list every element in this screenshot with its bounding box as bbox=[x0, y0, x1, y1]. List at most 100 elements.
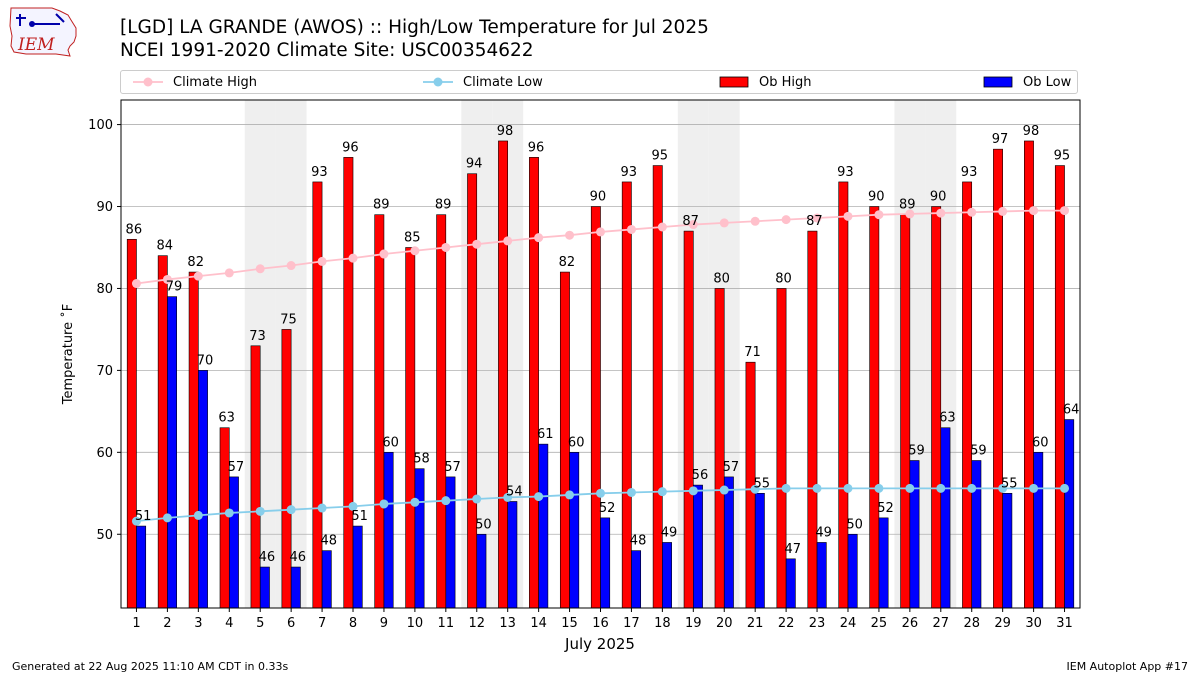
bar-ob-low-14 bbox=[538, 443, 549, 609]
label-ob-high-25: 90 bbox=[868, 190, 885, 205]
legend-swatch-climate-low bbox=[423, 77, 453, 87]
point-climate-high-1 bbox=[131, 279, 141, 289]
x-tick-label-13: 13 bbox=[499, 616, 516, 631]
point-climate-high-31 bbox=[1060, 206, 1070, 216]
bar-ob-low-10 bbox=[414, 468, 425, 609]
label-ob-high-3: 82 bbox=[187, 255, 204, 270]
y-tick-label-50: 50 bbox=[96, 528, 113, 543]
label-ob-high-20: 80 bbox=[713, 271, 730, 286]
bar-ob-low-19 bbox=[693, 484, 703, 609]
bar-ob-high-24 bbox=[838, 181, 849, 609]
label-ob-high-13: 98 bbox=[497, 124, 514, 139]
x-tick-label-27: 27 bbox=[933, 616, 950, 631]
point-climate-low-11 bbox=[441, 496, 451, 506]
label-ob-low-7: 48 bbox=[320, 534, 337, 549]
label-ob-low-19: 56 bbox=[692, 468, 709, 483]
bar-ob-low-18 bbox=[662, 542, 672, 609]
bar-ob-high-19 bbox=[683, 230, 694, 609]
bar-ob-low-9 bbox=[383, 452, 394, 609]
point-climate-high-21 bbox=[750, 216, 760, 226]
point-climate-high-12 bbox=[472, 239, 482, 249]
point-climate-high-19 bbox=[688, 220, 698, 230]
label-ob-low-30: 60 bbox=[1032, 435, 1049, 450]
legend: Climate High Climate Low Ob High Ob Low bbox=[120, 70, 1078, 94]
x-tick-label-17: 17 bbox=[623, 616, 640, 631]
point-climate-low-5 bbox=[255, 506, 265, 516]
label-ob-high-26: 89 bbox=[899, 198, 916, 213]
bar-ob-high-4 bbox=[219, 427, 230, 609]
bar-ob-low-23 bbox=[816, 542, 827, 609]
x-tick-label-3: 3 bbox=[194, 616, 202, 631]
bar-ob-low-31 bbox=[1064, 419, 1075, 609]
label-ob-high-1: 86 bbox=[126, 222, 143, 237]
bar-ob-high-25 bbox=[869, 206, 880, 609]
label-ob-low-22: 47 bbox=[784, 542, 801, 557]
point-climate-low-2 bbox=[162, 513, 172, 523]
x-tick-label-14: 14 bbox=[530, 616, 547, 631]
point-climate-high-28 bbox=[967, 207, 977, 217]
bar-ob-high-3 bbox=[188, 271, 199, 609]
bar-ob-high-16 bbox=[590, 206, 601, 609]
point-climate-high-27 bbox=[936, 208, 946, 218]
y-axis-label: Temperature ˚F bbox=[60, 304, 76, 405]
point-climate-high-14 bbox=[534, 233, 544, 243]
bar-ob-low-30 bbox=[1033, 452, 1044, 609]
label-ob-high-30: 98 bbox=[1023, 124, 1040, 139]
point-climate-low-28 bbox=[967, 483, 977, 493]
x-tick-label-28: 28 bbox=[963, 616, 980, 631]
bar-ob-high-8 bbox=[343, 157, 354, 609]
point-climate-low-25 bbox=[874, 483, 884, 493]
x-tick-label-23: 23 bbox=[809, 616, 826, 631]
point-climate-low-24 bbox=[843, 483, 853, 493]
legend-label-ob-high: Ob High bbox=[759, 74, 812, 90]
bar-ob-low-15 bbox=[569, 452, 580, 609]
label-ob-low-29: 55 bbox=[1001, 476, 1018, 491]
bar-ob-high-18 bbox=[652, 165, 663, 609]
point-climate-low-3 bbox=[193, 510, 203, 520]
x-tick-label-21: 21 bbox=[747, 616, 764, 631]
point-climate-high-23 bbox=[812, 213, 822, 223]
label-ob-low-25: 52 bbox=[877, 501, 894, 516]
label-ob-high-31: 95 bbox=[1054, 149, 1071, 164]
point-climate-high-18 bbox=[657, 222, 667, 232]
legend-label-climate-high: Climate High bbox=[173, 74, 258, 90]
bar-ob-low-20 bbox=[723, 476, 734, 609]
bar-ob-high-5 bbox=[250, 345, 261, 609]
legend-item-climate-low: Climate Low bbox=[423, 71, 543, 93]
point-climate-low-15 bbox=[565, 490, 575, 500]
label-ob-low-18: 49 bbox=[661, 525, 678, 540]
x-tick-label-19: 19 bbox=[685, 616, 702, 631]
bar-ob-low-12 bbox=[476, 533, 487, 609]
point-climate-high-24 bbox=[843, 211, 853, 221]
label-ob-low-26: 59 bbox=[908, 444, 925, 459]
label-ob-low-10: 58 bbox=[413, 452, 430, 467]
point-climate-low-10 bbox=[410, 497, 420, 507]
x-tick-label-20: 20 bbox=[716, 616, 733, 631]
label-ob-low-9: 60 bbox=[382, 435, 399, 450]
bar-ob-high-11 bbox=[436, 214, 447, 609]
point-climate-low-27 bbox=[936, 483, 946, 493]
footer-app: IEM Autoplot App #17 bbox=[1066, 660, 1189, 673]
point-climate-low-9 bbox=[379, 499, 389, 509]
x-tick-label-12: 12 bbox=[468, 616, 485, 631]
label-ob-low-23: 49 bbox=[815, 525, 832, 540]
point-climate-high-8 bbox=[348, 253, 358, 263]
x-tick-label-6: 6 bbox=[287, 616, 295, 631]
point-climate-high-10 bbox=[410, 246, 420, 256]
point-climate-high-30 bbox=[1029, 206, 1039, 216]
point-climate-high-25 bbox=[874, 210, 884, 220]
point-climate-high-22 bbox=[781, 215, 791, 225]
point-climate-low-19 bbox=[688, 486, 698, 496]
bar-ob-high-29 bbox=[993, 148, 1003, 609]
bar-ob-high-28 bbox=[962, 181, 973, 609]
label-ob-high-14: 96 bbox=[528, 140, 545, 155]
label-ob-low-17: 48 bbox=[630, 534, 647, 549]
point-climate-low-31 bbox=[1060, 483, 1070, 493]
point-climate-low-16 bbox=[596, 488, 605, 498]
label-ob-low-5: 46 bbox=[259, 550, 276, 565]
label-ob-high-8: 96 bbox=[342, 140, 359, 155]
x-tick-label-24: 24 bbox=[840, 616, 857, 631]
x-tick-label-30: 30 bbox=[1025, 616, 1042, 631]
bar-ob-low-29 bbox=[1002, 492, 1013, 609]
